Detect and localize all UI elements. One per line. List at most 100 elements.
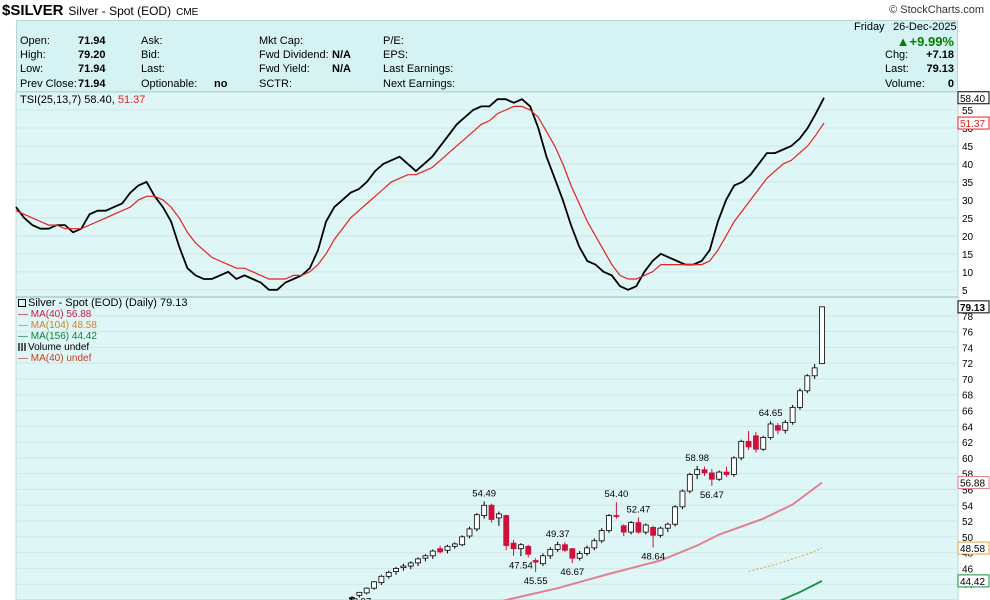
price-value-badge bbox=[957, 541, 990, 555]
tsi-tick-label: 45 bbox=[962, 142, 974, 153]
last-label: Last: bbox=[885, 63, 909, 75]
tsi-gridlines bbox=[16, 109, 958, 291]
candle-body bbox=[745, 440, 752, 448]
chg-value: +7.18 bbox=[926, 49, 954, 61]
tsi-series bbox=[15, 97, 825, 291]
high-value: 79.20 bbox=[78, 49, 106, 61]
tsi-panel bbox=[15, 91, 959, 298]
candle-body bbox=[554, 544, 561, 550]
open-label: Open: bbox=[20, 35, 50, 47]
price-tick-label: 76 bbox=[962, 328, 974, 339]
volume-icon bbox=[18, 343, 26, 351]
candle-body bbox=[701, 469, 708, 474]
low-label: Low: bbox=[20, 63, 44, 75]
price-annotation: 42.97 bbox=[347, 596, 371, 600]
prev-close-value: 71.94 bbox=[78, 78, 106, 90]
tsi-value-badge bbox=[957, 116, 990, 130]
prev-close-label: Prev Close: bbox=[20, 78, 77, 90]
last-label-2: Last: bbox=[141, 63, 165, 75]
candle-body bbox=[708, 472, 715, 480]
tsi-badge-text: 58.40 bbox=[960, 94, 985, 105]
candle-body bbox=[730, 457, 737, 475]
candle-body bbox=[576, 553, 583, 559]
quote-day: Friday bbox=[854, 21, 885, 33]
candle-body bbox=[437, 548, 444, 553]
price-annotation: 52.47 bbox=[627, 504, 651, 515]
candle-body bbox=[525, 545, 532, 555]
candle-body bbox=[606, 515, 612, 531]
candle-body bbox=[562, 544, 568, 551]
price-annotation: 54.49 bbox=[472, 488, 496, 499]
price-legend: Silver - Spot (EOD) (Daily) 79.13 — MA(4… bbox=[18, 297, 188, 364]
fwd-dividend-value: N/A bbox=[332, 49, 351, 61]
price-badge-text: 48.58 bbox=[960, 544, 985, 555]
eps-label: EPS: bbox=[383, 49, 409, 61]
candle-body bbox=[444, 545, 451, 551]
price-tick-label: 58 bbox=[962, 470, 974, 481]
fwd-yield-value: N/A bbox=[332, 63, 351, 75]
candle-body bbox=[451, 543, 458, 547]
candle-body bbox=[613, 515, 620, 517]
sctr-label: SCTR: bbox=[259, 78, 292, 90]
candle-body bbox=[672, 506, 679, 525]
bid-label: Bid: bbox=[141, 49, 160, 61]
high-label: High: bbox=[20, 49, 46, 61]
tsi-tick-label: 35 bbox=[962, 178, 974, 189]
candle-body bbox=[811, 367, 818, 377]
candle-body bbox=[378, 575, 385, 584]
candle-body bbox=[738, 440, 745, 459]
tsi-signal-line bbox=[15, 105, 825, 280]
price-tick-label: 66 bbox=[962, 407, 974, 418]
price-annotation: 48.64 bbox=[641, 552, 665, 563]
candle-body bbox=[466, 528, 473, 537]
tsi-legend-signal: 51.37 bbox=[117, 94, 146, 106]
brand-watermark: © StockCharts.com bbox=[889, 4, 984, 16]
candle-body bbox=[723, 471, 730, 475]
price-value-badge bbox=[957, 574, 990, 588]
quote-date: 26-Dec-2025 bbox=[893, 21, 957, 33]
quote-panel: Open: 71.94 High: 79.20 Low: 71.94 Prev … bbox=[16, 20, 958, 92]
candle-body bbox=[716, 471, 723, 480]
candle-body bbox=[363, 587, 370, 594]
candle-body bbox=[407, 562, 414, 567]
candle-body bbox=[598, 530, 605, 542]
price-tick-label: 62 bbox=[962, 438, 974, 449]
instrument-name: Silver - Spot (EOD) bbox=[68, 4, 172, 18]
optionable-label: Optionable: bbox=[141, 78, 198, 90]
price-annotation: 56.47 bbox=[700, 490, 724, 501]
candle-body bbox=[694, 469, 701, 475]
candle-body bbox=[510, 542, 517, 550]
candle-body bbox=[635, 522, 642, 533]
fwd-yield-label: Fwd Yield: bbox=[259, 63, 310, 75]
price-tick-label: 46 bbox=[962, 564, 974, 575]
price-annotation: 45.55 bbox=[524, 576, 548, 587]
tsi-tick-label: 15 bbox=[962, 250, 974, 261]
candle-body bbox=[518, 544, 524, 550]
volume-value: 0 bbox=[947, 78, 954, 90]
moving-averages bbox=[501, 481, 823, 600]
fwd-dividend-label: Fwd Dividend: bbox=[259, 49, 329, 61]
ma40-line bbox=[501, 481, 823, 600]
candle-body bbox=[819, 306, 825, 365]
candle-body bbox=[620, 525, 627, 533]
candle-body bbox=[760, 436, 767, 450]
candle-body bbox=[371, 581, 377, 589]
candle-body bbox=[385, 571, 392, 577]
price-tick-label: 50 bbox=[962, 533, 974, 544]
last-earnings-label: Last Earnings: bbox=[383, 63, 454, 75]
candle-body bbox=[540, 555, 546, 565]
candle-body bbox=[686, 474, 693, 492]
pe-label: P/E: bbox=[383, 35, 404, 47]
price-legend-title: Silver - Spot (EOD) (Daily) 79.13 bbox=[28, 297, 188, 309]
candle-body bbox=[481, 504, 488, 516]
chg-label: Chg: bbox=[885, 49, 909, 61]
candle-body bbox=[767, 423, 774, 438]
candle-body bbox=[429, 550, 436, 557]
tsi-value-badge bbox=[957, 91, 990, 105]
open-value: 71.94 bbox=[78, 35, 106, 47]
candle-body bbox=[415, 558, 421, 564]
candle-icon bbox=[18, 299, 26, 307]
ma104-line bbox=[748, 547, 823, 573]
